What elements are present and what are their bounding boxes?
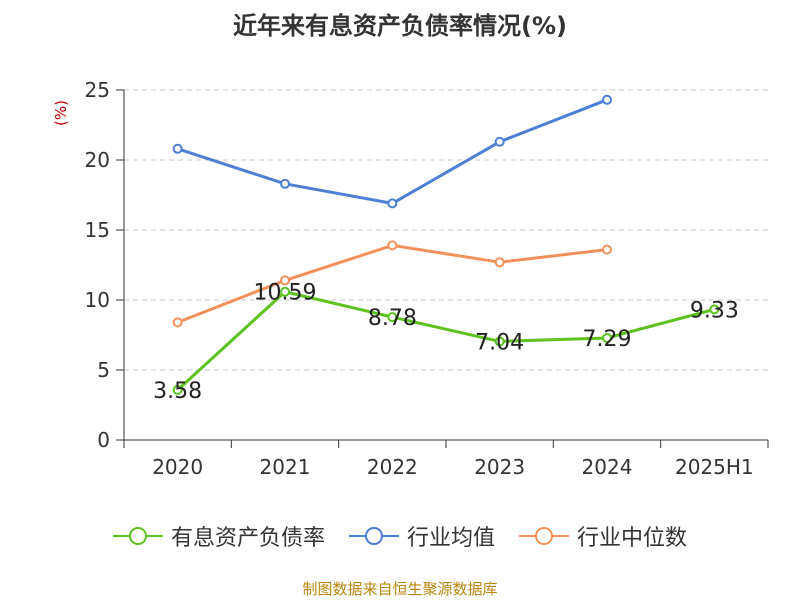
data-point — [494, 136, 505, 147]
legend-swatch-icon — [519, 527, 569, 545]
data-label: 7.04 — [475, 330, 524, 355]
x-tick-label: 2023 — [474, 455, 525, 479]
data-point — [602, 244, 612, 255]
legend-swatch-icon — [112, 527, 163, 545]
data-label: 10.59 — [254, 281, 317, 306]
y-tick-label: 15 — [85, 218, 110, 242]
data-point — [602, 332, 612, 343]
y-tick-label: 5 — [97, 358, 110, 382]
legend-item-industry-median[interactable]: 行业中位数 — [519, 520, 687, 552]
data-point — [280, 178, 290, 189]
data-point — [172, 143, 183, 154]
data-label: 3.58 — [153, 379, 202, 404]
data-label: 7.29 — [583, 327, 632, 352]
y-tick-label: 0 — [97, 428, 110, 452]
data-point — [172, 317, 183, 328]
data-point — [280, 286, 290, 297]
data-point — [387, 198, 398, 209]
chart-title: 近年来有息资产负债率情况(%) — [233, 12, 567, 40]
legend-label: 行业均值 — [406, 526, 495, 551]
legend: 有息资产负债率 行业均值 行业中位数 — [0, 520, 800, 552]
data-label: 8.78 — [368, 306, 417, 331]
y-tick-label: 20 — [85, 148, 110, 172]
data-point — [494, 257, 505, 268]
axes: 0 5 10 15 20 25 2020 2021 2022 2023 2024 2025H1 — [85, 78, 769, 479]
data-point — [602, 94, 612, 105]
data-point — [172, 384, 183, 395]
data-point — [387, 240, 398, 251]
legend-label: 有息资产负债率 — [170, 526, 325, 551]
legend-item-industry-mean[interactable]: 行业均值 — [348, 520, 495, 552]
legend-item-debt-ratio[interactable]: 有息资产负债率 — [112, 520, 325, 552]
y-tick-label: 25 — [85, 78, 110, 102]
series-group — [172, 94, 720, 395]
x-tick-label: 2025H1 — [675, 455, 754, 479]
legend-label: 行业中位数 — [577, 526, 688, 551]
legend-swatch-icon — [348, 527, 399, 545]
x-tick-label: 2021 — [260, 455, 311, 479]
data-labels: 3.58 10.59 8.78 7.04 7.29 9.33 — [153, 281, 739, 404]
series-line — [177, 98, 608, 205]
data-point — [387, 312, 398, 323]
data-point — [494, 336, 505, 347]
data-point — [280, 275, 290, 286]
x-tick-label: 2022 — [367, 455, 418, 479]
series-line — [176, 290, 715, 391]
data-point — [709, 304, 720, 315]
x-tick-label: 2024 — [582, 455, 633, 479]
data-label: 9.33 — [690, 298, 739, 323]
x-tick-label: 2020 — [152, 455, 203, 479]
data-source-note: 制图数据来自恒生聚源数据库 — [302, 580, 498, 598]
y-tick-label: 10 — [85, 288, 110, 312]
